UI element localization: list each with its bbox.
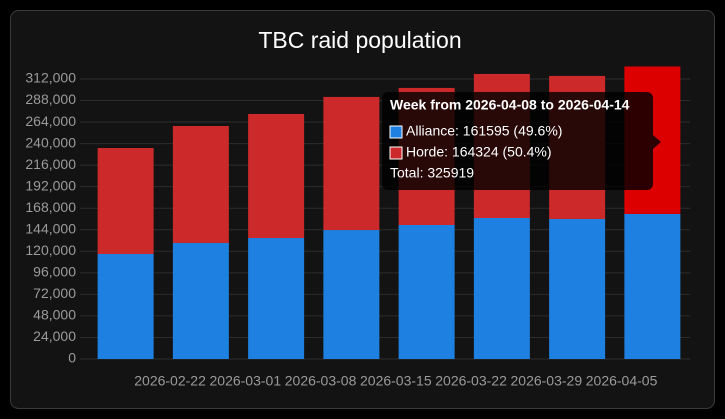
- tooltip-swatch: [389, 125, 403, 139]
- bar: [172, 242, 229, 359]
- bar: [549, 218, 606, 359]
- y-tick-label: 96,000: [33, 264, 76, 280]
- bar: [624, 213, 681, 359]
- y-tick-label: 24,000: [33, 328, 76, 344]
- y-tick-label: 0: [68, 350, 76, 366]
- x-tick-label: 2026-03-29: [511, 373, 583, 389]
- bar: [473, 217, 530, 359]
- y-tick-label: 240,000: [25, 134, 76, 150]
- y-tick-label: 168,000: [25, 199, 76, 215]
- bar: [323, 230, 380, 359]
- y-tick-label: 312,000: [25, 70, 76, 86]
- tooltip-arrow: [653, 135, 661, 149]
- tooltip-total: Total: 325919: [390, 165, 474, 181]
- y-tick-label: 72,000: [33, 285, 76, 301]
- y-tick-label: 288,000: [25, 91, 76, 107]
- bar: [97, 147, 154, 254]
- x-tick-label: 2026-02-22: [134, 373, 206, 389]
- bar: [248, 238, 305, 359]
- tooltip-swatch: [389, 146, 403, 160]
- y-tick-label: 192,000: [25, 177, 76, 193]
- chart-title: TBC raid population: [258, 27, 461, 53]
- bar: [398, 224, 455, 359]
- x-tick-label: 2026-03-15: [360, 373, 432, 389]
- x-tick-label: 2026-03-01: [210, 373, 282, 389]
- y-tick-label: 144,000: [25, 220, 76, 236]
- bar: [97, 253, 154, 359]
- tooltip: [382, 92, 653, 190]
- y-tick-label: 120,000: [25, 242, 76, 258]
- bar: [172, 126, 229, 243]
- tooltip-title: Week from 2026-04-08 to 2026-04-14: [390, 97, 630, 113]
- x-tick-label: 2026-03-08: [285, 373, 357, 389]
- tooltip-line: Alliance: 161595 (49.6%): [406, 123, 562, 139]
- y-tick-label: 48,000: [33, 307, 76, 323]
- tooltip-line: Horde: 164324 (50.4%): [406, 144, 552, 160]
- y-tick-label: 216,000: [25, 156, 76, 172]
- x-tick-label: 2026-04-05: [586, 373, 658, 389]
- bar: [323, 96, 380, 231]
- bar: [248, 113, 305, 239]
- y-tick-label: 264,000: [25, 113, 76, 129]
- x-tick-label: 2026-03-22: [435, 373, 507, 389]
